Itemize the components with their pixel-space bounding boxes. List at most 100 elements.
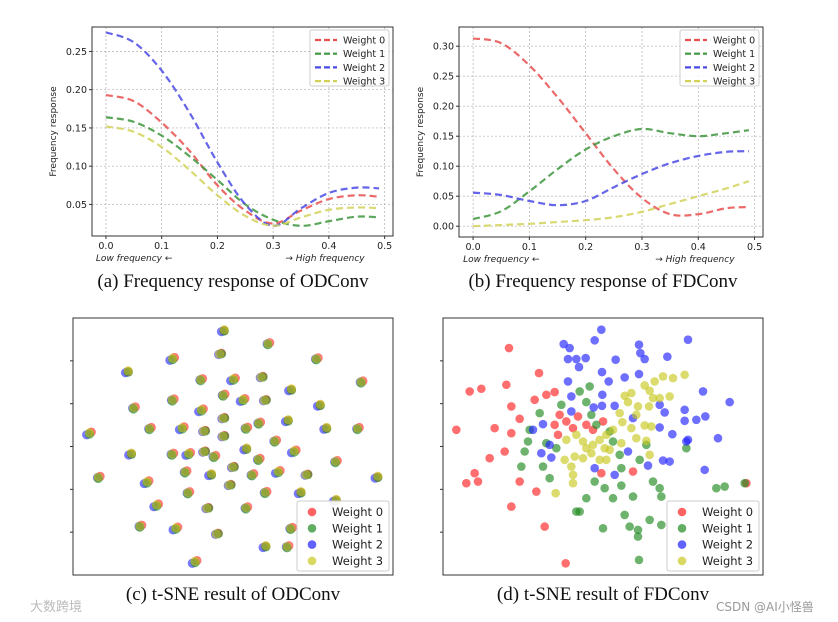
point-weight-0 (470, 468, 479, 478)
point-weight-3 (171, 523, 181, 533)
point-weight-3 (263, 338, 273, 349)
point-weight-1 (557, 400, 566, 410)
chart-b: 0.0 0.1 0.2 0.3 0.4 0.5 0.00 0.05 0.10 0.15 0.20 0.… (416, 26, 764, 265)
x-note-high: → High frequency (655, 255, 735, 265)
point-weight-2 (537, 448, 546, 458)
point-weight-0 (550, 387, 559, 397)
point-weight-3 (645, 450, 654, 460)
legend: Weight 0 Weight 1 Weight 2 Weight 3 (296, 500, 390, 572)
legend-box (679, 29, 760, 87)
y-tick-label: 0.20 (433, 102, 454, 113)
point-weight-3 (238, 394, 248, 405)
point-weight-3 (568, 478, 578, 488)
y-tick-label: 0.05 (66, 200, 87, 211)
point-weight-3 (605, 445, 614, 455)
point-weight-0 (504, 343, 514, 353)
legend-label: Weight 0 (702, 505, 753, 519)
point-weight-0 (540, 522, 549, 531)
point-weight-0 (534, 368, 544, 378)
point-weight-1 (608, 493, 618, 503)
point-weight-0 (542, 390, 551, 400)
point-weight-1 (590, 477, 599, 486)
y-tick-label: 0.05 (433, 192, 454, 203)
point-weight-3 (560, 455, 569, 465)
legend: Weight 0 Weight 1 Weight 2 Weight 3 (666, 500, 760, 572)
point-weight-1 (740, 478, 749, 488)
legend-marker-weight-3 (307, 556, 317, 566)
point-weight-1 (635, 455, 644, 465)
point-weight-1 (633, 525, 643, 535)
point-weight-3 (301, 470, 311, 480)
point-weight-2 (597, 325, 606, 334)
point-weight-1 (608, 437, 618, 446)
point-weight-2 (597, 367, 607, 377)
point-weight-3 (373, 471, 383, 481)
point-weight-1 (628, 492, 638, 501)
point-weight-0 (553, 430, 563, 440)
point-weight-0 (550, 420, 559, 430)
point-weight-3 (623, 397, 633, 407)
point-weight-0 (598, 417, 608, 426)
point-weight-1 (617, 481, 626, 490)
caption-a: (a) Frequency response of ODConv (97, 271, 369, 292)
point-weight-0 (507, 502, 516, 511)
point-weight-3 (578, 453, 588, 463)
point-weight-3 (289, 446, 299, 456)
point-weight-2 (589, 403, 598, 412)
point-weight-1 (655, 483, 664, 493)
point-weight-0 (477, 384, 486, 394)
chart-a: 0.0 0.1 0.2 0.3 0.4 0.5 0.05 0.10 0.15 0.20 0.25 Fr… (49, 26, 394, 264)
point-weight-0 (507, 402, 516, 411)
y-tick-label: 0.30 (433, 42, 454, 53)
x-tick-label: 0.5 (747, 242, 762, 253)
point-weight-0 (573, 412, 583, 421)
point-weight-2 (574, 362, 584, 372)
point-weight-3 (570, 452, 579, 461)
legend-label: Weight 3 (332, 554, 383, 568)
legend: Weight 0 Weight 1 Weight 2 Weight 3 (309, 29, 390, 88)
point-weight-1 (552, 443, 561, 453)
point-weight-3 (330, 456, 340, 467)
x-tick-label: 0.4 (321, 241, 336, 252)
point-weight-3 (202, 503, 212, 513)
series-line-weight-0 (105, 93, 380, 225)
point-weight-0 (515, 477, 524, 486)
legend-marker-weight-0 (307, 507, 317, 517)
point-weight-2 (698, 387, 708, 396)
point-weight-3 (167, 395, 177, 405)
point-weight-3 (640, 381, 649, 390)
point-weight-1 (657, 520, 666, 530)
point-weight-0 (555, 410, 564, 420)
point-weight-1 (592, 420, 601, 430)
point-weight-3 (142, 477, 152, 487)
point-weight-0 (597, 468, 606, 478)
point-weight-0 (532, 487, 541, 496)
caption-b: (b) Frequency response of FDConv (468, 271, 738, 292)
point-weight-1 (582, 493, 591, 503)
point-weight-3 (595, 455, 604, 465)
series-line-weight-2 (472, 150, 749, 207)
point-weight-0 (530, 395, 539, 405)
legend-label: Weight 3 (702, 554, 753, 568)
point-weight-3 (260, 487, 270, 497)
point-weight-3 (218, 390, 228, 400)
point-weight-0 (562, 417, 571, 426)
point-weight-3 (198, 447, 208, 457)
point-weight-2 (665, 457, 674, 466)
point-weight-3 (296, 487, 306, 497)
point-weight-2 (565, 343, 574, 353)
point-weight-3 (618, 417, 627, 427)
point-weight-2 (701, 412, 710, 421)
point-weight-3 (254, 418, 264, 428)
point-weight-3 (198, 426, 208, 436)
point-weight-1 (582, 397, 591, 407)
point-weight-3 (562, 435, 571, 445)
legend-marker-weight-2 (677, 540, 687, 549)
point-weight-3 (632, 433, 641, 443)
caption-c: (c) t-SNE result of ODConv (125, 584, 341, 605)
point-weight-2 (680, 405, 689, 415)
point-weight-2 (668, 429, 677, 439)
point-weight-1 (634, 555, 644, 565)
point-weight-2 (725, 397, 734, 407)
point-weight-3 (273, 466, 283, 476)
